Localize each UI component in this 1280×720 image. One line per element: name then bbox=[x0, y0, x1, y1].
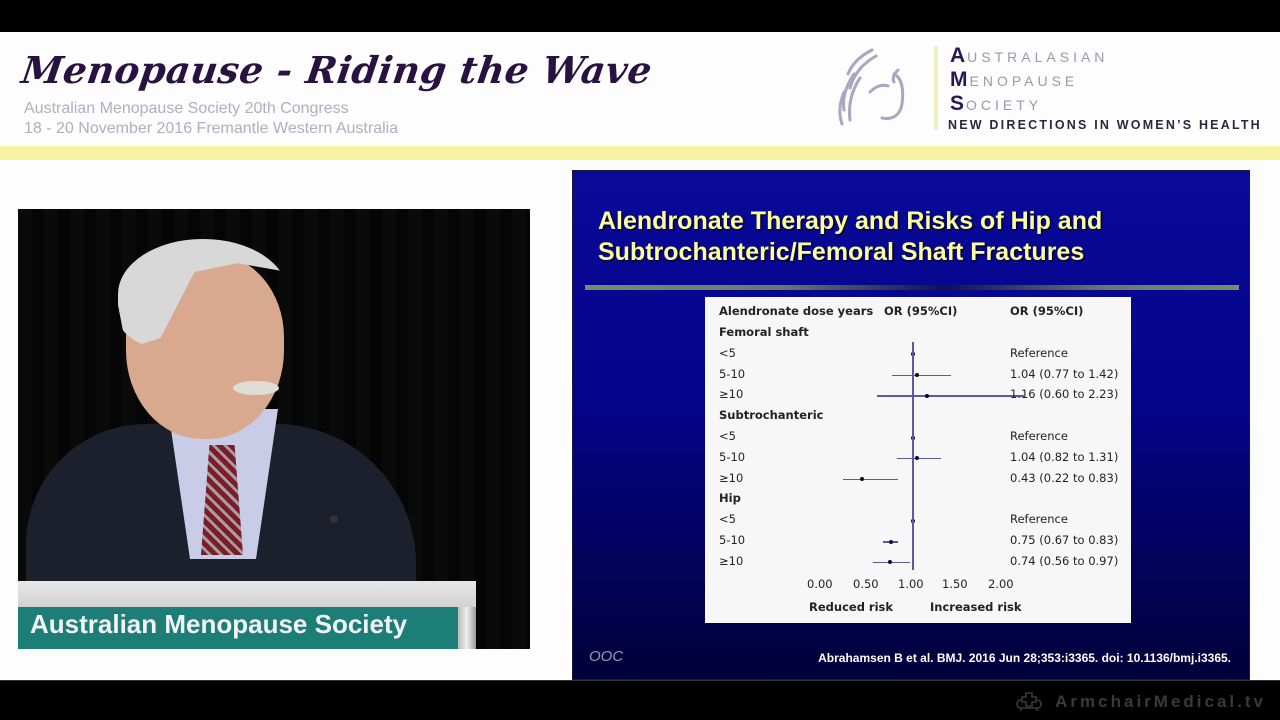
slide-title-rule bbox=[585, 285, 1239, 290]
logo-word-menopause: ENOPAUSE bbox=[969, 73, 1079, 89]
logo-initial-a: A bbox=[950, 44, 968, 67]
row-label: <5 bbox=[719, 429, 736, 443]
x-tick-050: 0.50 bbox=[853, 577, 879, 591]
reference-line bbox=[912, 341, 914, 570]
bottom-letterbox: ArmchairMedical.tv bbox=[0, 680, 1280, 720]
brand-watermark: ArmchairMedical.tv bbox=[1015, 690, 1266, 714]
confidence-interval bbox=[877, 395, 1024, 397]
x-label-increased-risk: Increased risk bbox=[930, 600, 1022, 614]
armchair-cross-icon bbox=[1016, 692, 1042, 711]
podium-sign bbox=[18, 607, 458, 649]
presentation-slide: Alendronate Therapy and Risks of Hip and… bbox=[572, 170, 1250, 680]
speaker-mustache bbox=[233, 381, 279, 395]
slide-footer-ooc: OOC bbox=[589, 648, 624, 665]
row-label: 5-10 bbox=[719, 449, 746, 464]
row-label: <5 bbox=[719, 512, 736, 527]
odds-ratio-point bbox=[887, 560, 892, 565]
slide-title-line1: Alendronate Therapy and Risks of Hip and bbox=[598, 207, 1103, 235]
ams-swirl-icon bbox=[838, 48, 905, 126]
logo-initial-m: M bbox=[950, 68, 970, 91]
top-letterbox bbox=[0, 0, 1280, 32]
header-accent-band bbox=[0, 146, 1280, 160]
confidence-interval bbox=[892, 374, 951, 377]
slide-title-line2: Subtrochanteric/Femoral Shaft Fractures bbox=[598, 238, 1085, 266]
row-value: Reference bbox=[1010, 345, 1068, 360]
row-value: Reference bbox=[1010, 429, 1068, 443]
event-title: Menopause - Riding the Wave bbox=[18, 48, 656, 92]
confidence-interval bbox=[896, 457, 941, 460]
row-value: 1.16 (0.60 to 2.23) bbox=[1010, 387, 1119, 402]
odds-ratio-point bbox=[888, 539, 893, 544]
logo-line-menopause: MENOPAUSE bbox=[950, 68, 1078, 92]
row-value: 0.75 (0.67 to 0.83) bbox=[1010, 533, 1119, 547]
logo-initial-s: S bbox=[950, 92, 967, 115]
column-header-or-plot: OR (95%CI) bbox=[884, 304, 958, 318]
row-value: Reference bbox=[1010, 512, 1068, 527]
x-tick-100: 1.00 bbox=[898, 577, 924, 591]
speaker-video: Australian Menopause Society bbox=[18, 209, 530, 649]
row-value: 1.04 (0.82 to 1.31) bbox=[1010, 449, 1119, 464]
x-tick-200: 2.00 bbox=[988, 577, 1014, 591]
logo-divider bbox=[934, 46, 938, 130]
group-label: Femoral shaft bbox=[719, 325, 809, 339]
logo-tagline: NEW DIRECTIONS IN WOMEN’S HEALTH bbox=[948, 118, 1262, 132]
row-label: 5-10 bbox=[719, 533, 746, 547]
column-header-or-values: OR (95%CI) bbox=[1010, 304, 1084, 318]
slide-title: Alendronate Therapy and Risks of Hip and… bbox=[598, 206, 1102, 268]
row-value: 1.04 (0.77 to 1.42) bbox=[1010, 366, 1119, 381]
podium-edge bbox=[458, 607, 476, 649]
column-header-dose: Alendronate dose years bbox=[719, 304, 874, 318]
forest-plot: Alendronate dose years OR (95%CI) OR (95… bbox=[705, 297, 1131, 623]
confidence-interval bbox=[873, 561, 911, 564]
event-subtitle-dates: 18 - 20 November 2016 Fremantle Western … bbox=[24, 120, 399, 137]
podium-sign-text: Australian Menopause Society bbox=[30, 609, 408, 639]
event-subtitle-congress: Australian Menopause Society 20th Congre… bbox=[24, 100, 349, 117]
logo-line-australasian: AUSTRALASIAN bbox=[950, 44, 1108, 68]
odds-ratio-point bbox=[914, 456, 919, 461]
confidence-interval bbox=[842, 478, 898, 481]
row-value: 0.43 (0.22 to 0.83) bbox=[1010, 470, 1119, 485]
podium-top bbox=[18, 581, 476, 609]
row-label: ≥10 bbox=[719, 553, 744, 568]
row-label: ≥10 bbox=[719, 470, 744, 485]
group-label: Hip bbox=[719, 491, 741, 506]
x-label-reduced-risk: Reduced risk bbox=[809, 600, 894, 614]
odds-ratio-point bbox=[914, 373, 919, 378]
odds-ratio-point bbox=[859, 477, 864, 482]
row-label: ≥10 bbox=[719, 387, 744, 402]
odds-ratio-point bbox=[925, 393, 930, 398]
row-value: 0.74 (0.56 to 0.97) bbox=[1010, 553, 1119, 568]
x-tick-150: 1.50 bbox=[942, 577, 968, 591]
microphone bbox=[330, 515, 338, 523]
logo-word-society: OCIETY bbox=[966, 97, 1043, 113]
x-tick-0: 0.00 bbox=[807, 577, 833, 591]
row-label: <5 bbox=[719, 345, 736, 360]
video-frame: Menopause - Riding the Wave Australian M… bbox=[0, 32, 1280, 680]
group-label: Subtrochanteric bbox=[719, 408, 824, 423]
logo-line-society: SOCIETY bbox=[950, 92, 1042, 116]
logo-word-australasian: USTRALASIAN bbox=[967, 49, 1109, 65]
row-label: 5-10 bbox=[719, 366, 746, 381]
brand-text: ArmchairMedical.tv bbox=[1055, 692, 1266, 711]
slide-citation: Abrahamsen B et al. BMJ. 2016 Jun 28;353… bbox=[818, 651, 1231, 665]
